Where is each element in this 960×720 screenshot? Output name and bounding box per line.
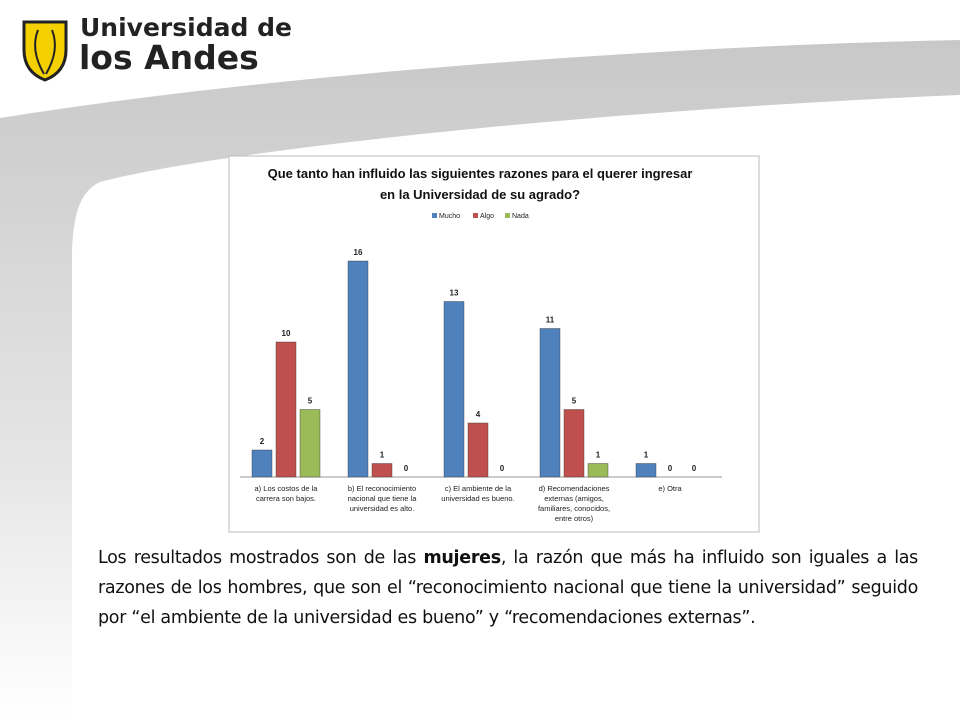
bar — [347, 260, 369, 478]
legend-label: Algo — [480, 213, 494, 220]
data-label: 0 — [404, 464, 409, 473]
bar — [251, 449, 273, 478]
logo-shield — [22, 20, 68, 82]
bar — [371, 463, 393, 478]
data-label: 5 — [308, 397, 313, 406]
data-label: 1 — [644, 451, 649, 460]
x-tick-label: c) El ambiente de la universidad es buen… — [441, 484, 515, 503]
data-label: 1 — [380, 451, 385, 460]
data-label: 0 — [668, 464, 673, 473]
bar — [467, 422, 489, 478]
x-tick-label: b) El reconocimiento nacional que tiene … — [347, 484, 417, 513]
legend-swatch — [432, 213, 437, 218]
bar — [299, 409, 321, 478]
data-label: 13 — [450, 289, 459, 298]
data-label: 1 — [596, 451, 601, 460]
paragraph-text: Los resultados mostrados son de las — [98, 548, 424, 568]
legend-label: Mucho — [439, 213, 460, 220]
logo-line2: los Andes — [79, 38, 259, 77]
data-label: 0 — [500, 464, 505, 473]
data-label: 16 — [354, 248, 363, 257]
bar — [443, 301, 465, 478]
bar — [587, 463, 609, 478]
bar — [563, 409, 585, 478]
chart-title: Que tanto han influido las siguientes ra… — [267, 166, 693, 202]
logo-shield-lines — [34, 29, 56, 75]
x-tick-label: a) Los costos de la carrera son bajos. — [254, 484, 318, 503]
x-tick-label: d) Recomendaciones externas (amigos, fam… — [537, 484, 611, 523]
data-label: 4 — [476, 410, 481, 419]
bar — [635, 463, 657, 478]
legend-swatch — [473, 213, 478, 218]
paragraph: Los resultados mostrados son de las muje… — [98, 543, 918, 633]
bar — [539, 328, 561, 478]
bar — [275, 341, 297, 478]
x-tick-label: e) Otra — [658, 484, 682, 493]
data-label: 5 — [572, 397, 577, 406]
data-label: 10 — [282, 329, 291, 338]
data-label: 0 — [692, 464, 697, 473]
data-label: 11 — [546, 316, 555, 325]
background-swoosh — [0, 40, 960, 720]
logo-line1: Universidad de — [80, 13, 292, 42]
paragraph-text: , la razón que más ha influido son igual… — [98, 548, 918, 628]
data-label: 2 — [260, 437, 265, 446]
legend-swatch — [505, 213, 510, 218]
legend-label: Nada — [512, 213, 529, 220]
paragraph-bold: mujeres — [423, 548, 501, 568]
